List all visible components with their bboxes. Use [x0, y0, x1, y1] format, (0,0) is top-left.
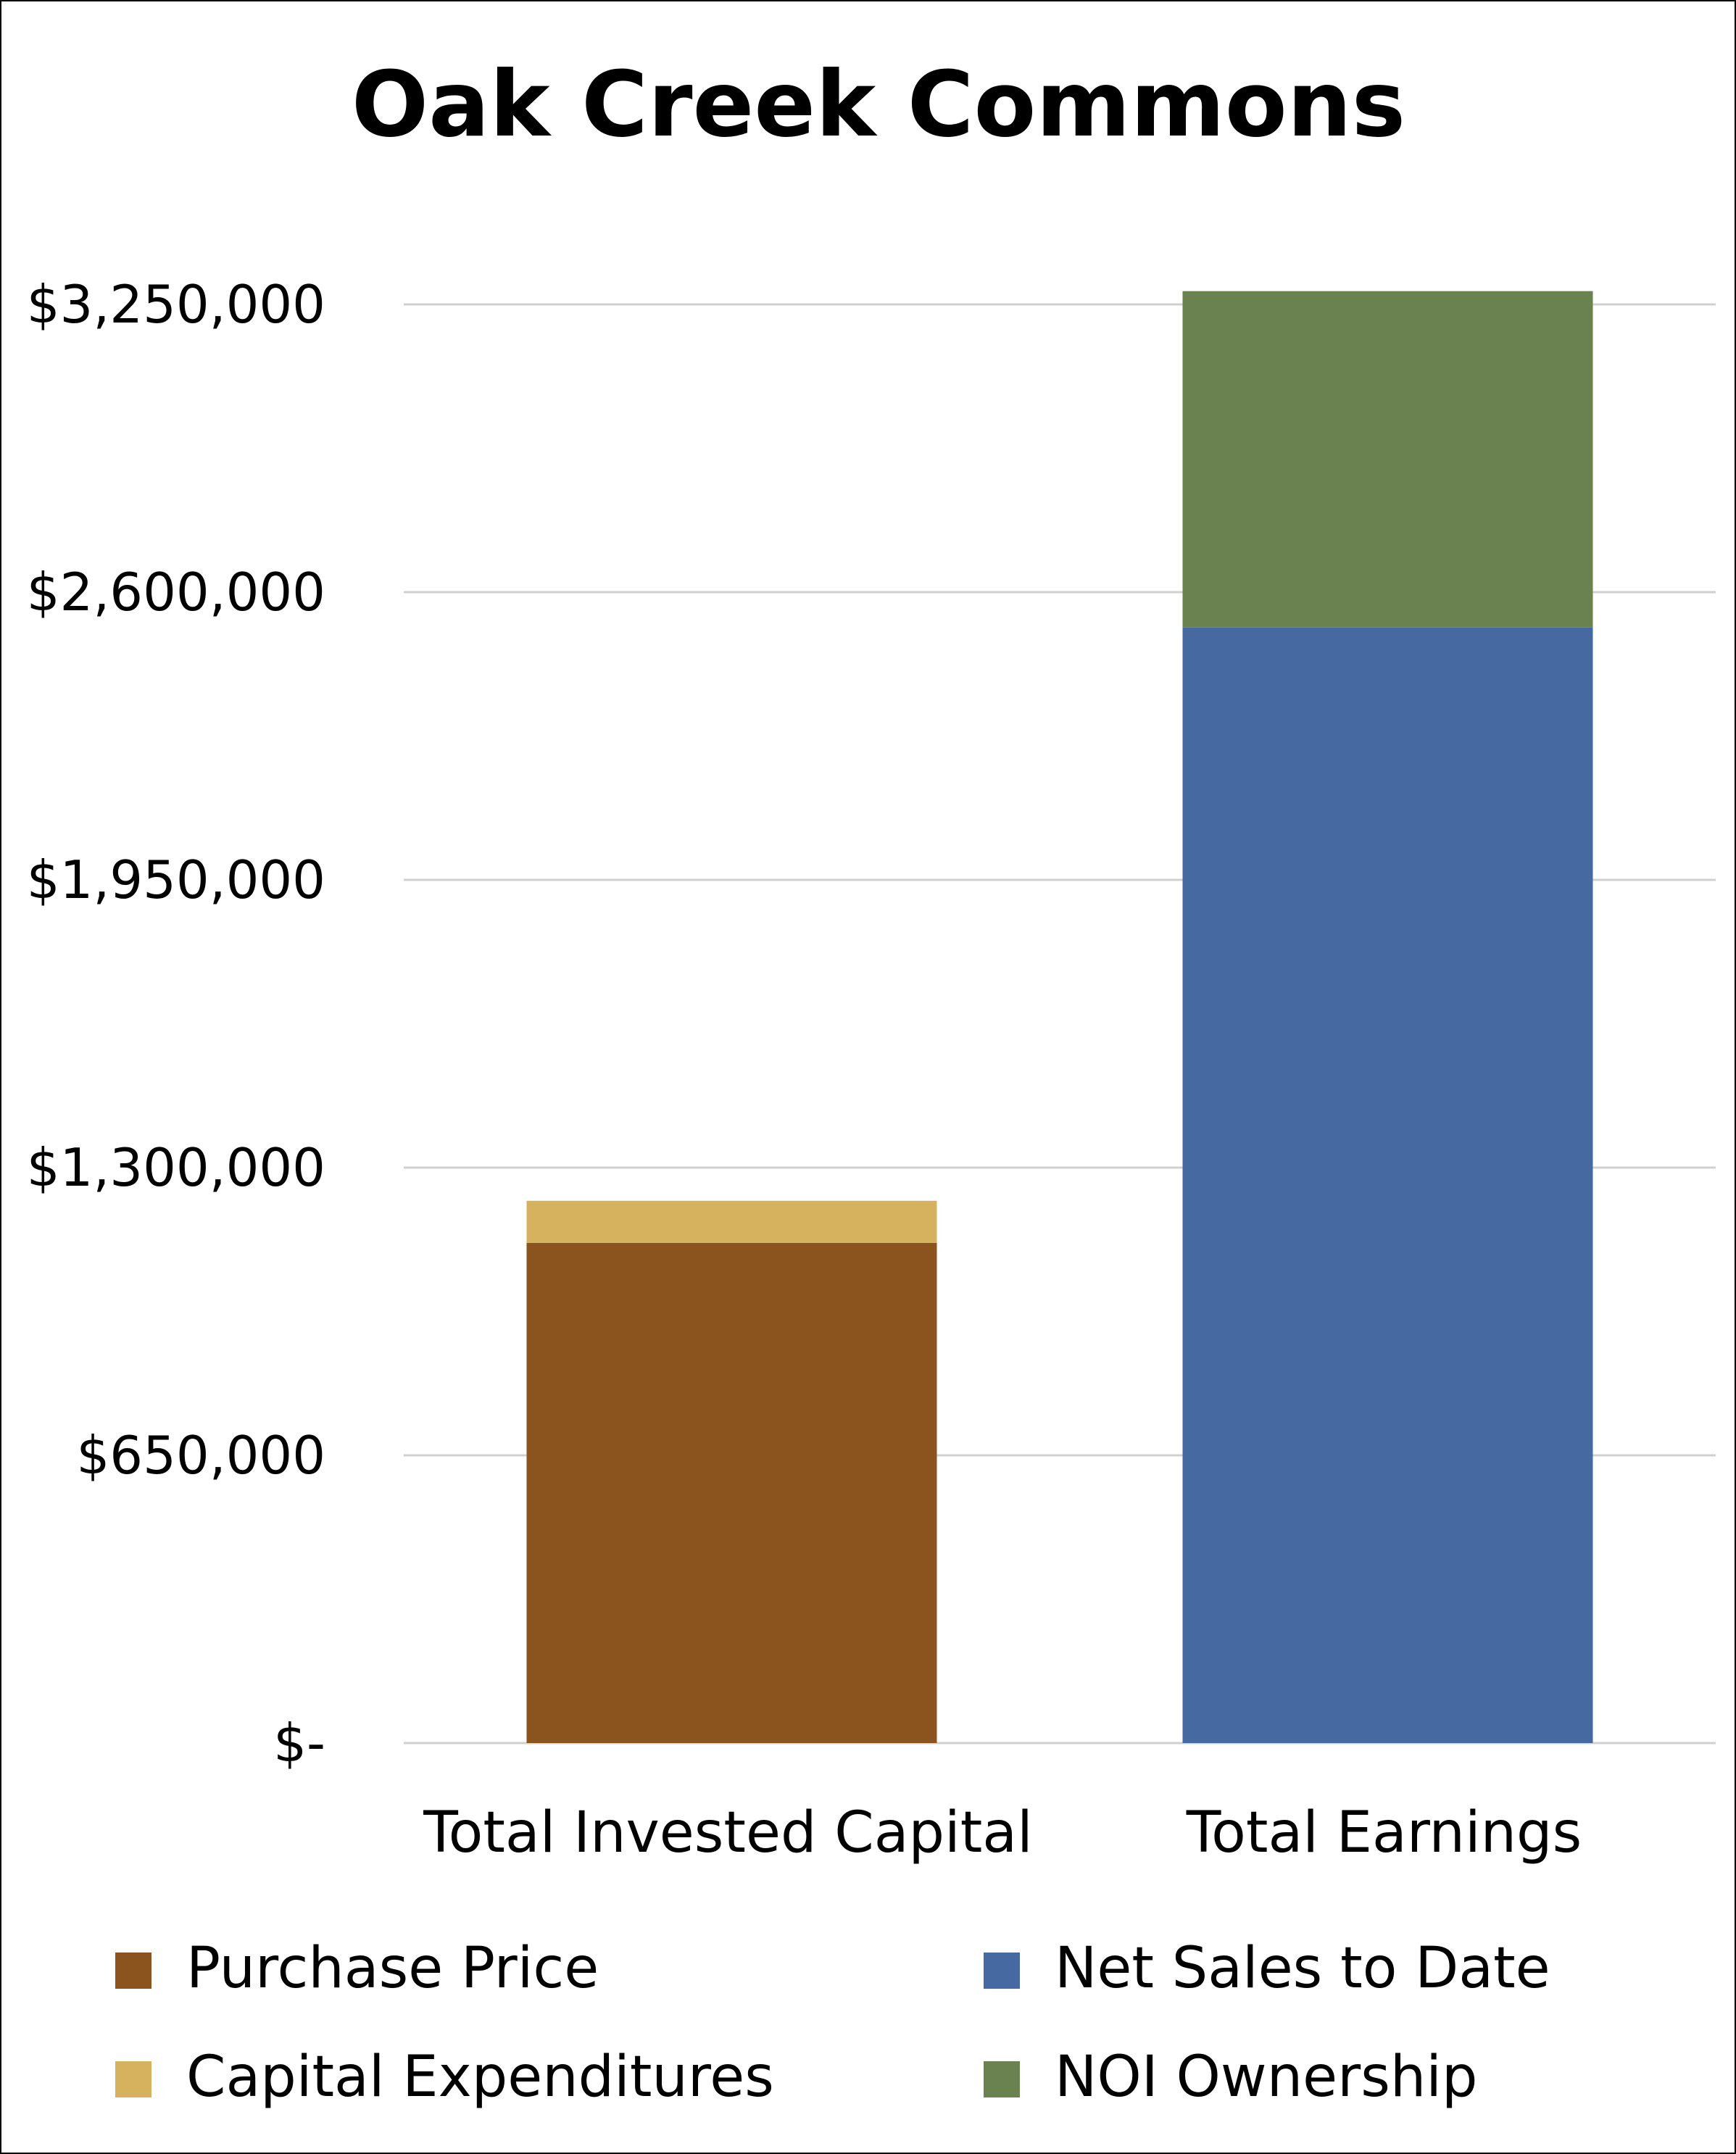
bars: [526, 291, 1593, 1743]
bar-0-series-1: [526, 1200, 937, 1243]
legend-label-1: Capital Expenditures: [186, 2045, 774, 2110]
legend: Purchase Price Capital Expenditures Net Sa…: [115, 1936, 1550, 2110]
bar-0-series-0: [526, 1242, 937, 1743]
legend-swatch-1: [115, 2061, 151, 2097]
y-tick-label-2: $1,300,000: [27, 1137, 325, 1198]
y-tick-label-3: $1,950,000: [27, 849, 325, 910]
legend-label-3: NOI Ownership: [1055, 2045, 1477, 2110]
y-tick-label-1: $650,000: [76, 1425, 325, 1486]
legend-swatch-3: [984, 2061, 1020, 2097]
y-tick-label-4: $2,600,000: [27, 562, 325, 623]
y-tick-label-5: $3,250,000: [27, 274, 325, 335]
legend-swatch-0: [115, 1953, 151, 1989]
legend-swatch-2: [984, 1953, 1020, 1989]
x-axis-category-labels: Total Invested Capital Total Earnings: [423, 1800, 1582, 1866]
x-category-label-1: Total Earnings: [1186, 1800, 1582, 1866]
x-category-label-0: Total Invested Capital: [423, 1800, 1033, 1866]
bar-1-series-3: [1182, 291, 1593, 628]
chart-title: Oak Creek Commons: [352, 52, 1405, 157]
bar-1-series-2: [1182, 627, 1593, 1743]
y-tick-label-0: $-: [273, 1713, 325, 1773]
y-axis-tick-labels: $- $650,000 $1,300,000 $1,950,000 $2,600,000…: [27, 274, 325, 1773]
legend-label-0: Purchase Price: [186, 1936, 599, 2001]
legend-label-2: Net Sales to Date: [1055, 1936, 1550, 2001]
